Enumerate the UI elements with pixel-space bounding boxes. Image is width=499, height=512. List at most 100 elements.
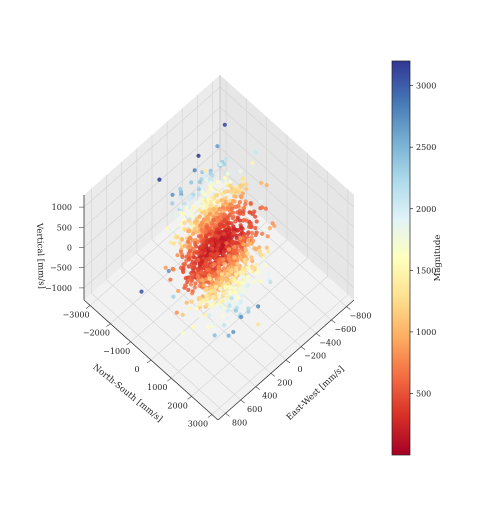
scatter-point (244, 218, 249, 223)
scatter-point (225, 295, 230, 300)
scatter-point (237, 208, 242, 214)
scatter-point (233, 190, 238, 195)
colorbar-tick-label: 1500 (416, 266, 436, 275)
scatter-point (222, 291, 227, 296)
scatter-point (253, 232, 258, 238)
scatter-point (266, 249, 271, 254)
scatter-point (197, 187, 202, 192)
scatter-point (225, 216, 230, 221)
scatter-point (231, 260, 236, 265)
scatter-point (222, 323, 227, 328)
scatter-point (242, 257, 247, 262)
scatter-point (191, 231, 196, 236)
scatter-point (216, 260, 221, 265)
scatter-point (196, 278, 201, 283)
scatter-point (223, 277, 228, 282)
scatter-point (203, 168, 208, 173)
scatter-point (246, 283, 251, 288)
scatter-point (238, 184, 243, 189)
scatter-point (253, 214, 258, 219)
scatter-point (208, 199, 213, 205)
scatter-point (177, 240, 183, 245)
scatter-point (173, 213, 178, 218)
scatter-point (196, 234, 201, 239)
y-tick-mark (146, 359, 152, 364)
scatter-point (242, 205, 247, 210)
x-tick-mark (270, 373, 276, 377)
scatter-point (178, 249, 184, 254)
scatter-point (217, 206, 222, 212)
scatter-point (183, 283, 188, 288)
scatter-point (139, 289, 144, 294)
scatter-point (191, 263, 196, 269)
scatter-point (182, 243, 187, 248)
scatter-point (204, 224, 210, 229)
scatter-point (241, 274, 246, 279)
scatter-point (186, 218, 191, 223)
scatter-point (207, 256, 213, 261)
scatter-point (222, 189, 227, 194)
scatter-point (182, 220, 187, 225)
scatter-point (218, 162, 223, 167)
scatter-point (241, 209, 246, 214)
scatter-point (223, 285, 228, 290)
scatter-point (216, 265, 221, 270)
scatter-point (195, 274, 200, 279)
scatter-point (209, 289, 214, 294)
scatter-point (235, 261, 240, 266)
scatter-point (233, 194, 238, 199)
scatter-point (163, 265, 168, 270)
scatter-point (231, 170, 236, 175)
scatter-point (196, 153, 201, 158)
scatter-point (207, 207, 212, 212)
scatter-point (233, 279, 238, 284)
scatter-point (182, 227, 187, 232)
scatter-point (239, 280, 244, 285)
scatter-point (210, 241, 215, 246)
scatter-point (259, 180, 264, 185)
scatter-point (222, 212, 227, 217)
scatter-point (215, 211, 220, 216)
scatter-point (238, 194, 243, 199)
scatter-point (225, 171, 230, 176)
scatter-point (213, 257, 218, 262)
x-tick-label: 400 (262, 392, 277, 401)
scatter-point (222, 261, 227, 266)
scatter-point (235, 295, 240, 300)
scatter-point (195, 267, 200, 273)
scatter-point (186, 306, 191, 311)
scatter-point (191, 324, 196, 329)
y-tick-mark (167, 377, 172, 382)
z-axis-label: Vertical [mm/s] (34, 222, 46, 289)
scatter-point (212, 333, 217, 338)
scatter-point (260, 231, 265, 236)
y-tick-label: −3000 (63, 310, 90, 319)
scatter-point (178, 222, 183, 227)
scatter-point (240, 266, 245, 271)
scatter-point (222, 122, 227, 127)
scatter-point (232, 286, 237, 291)
scatter-point (181, 212, 186, 217)
scatter-point (212, 288, 217, 293)
scatter-point (176, 288, 181, 294)
scatter-point (251, 280, 256, 285)
scatter-point (194, 219, 199, 224)
scatter-point (221, 251, 226, 256)
scatter-point (225, 205, 230, 211)
x-tick-label: 200 (277, 378, 292, 387)
scatter-point (240, 251, 245, 256)
scatter-point (253, 226, 258, 231)
scatter-point (194, 244, 199, 249)
scatter-point (175, 235, 180, 240)
scatter-point (189, 299, 194, 304)
scatter-point (221, 266, 227, 271)
scatter-point (258, 199, 263, 204)
scatter-point (241, 242, 246, 247)
scatter-point (230, 251, 235, 256)
z-tick-label: 1000 (52, 203, 72, 212)
scatter-point (257, 248, 262, 253)
scatter-point (204, 234, 209, 239)
scatter-point (190, 291, 195, 296)
scatter-point (187, 197, 192, 202)
